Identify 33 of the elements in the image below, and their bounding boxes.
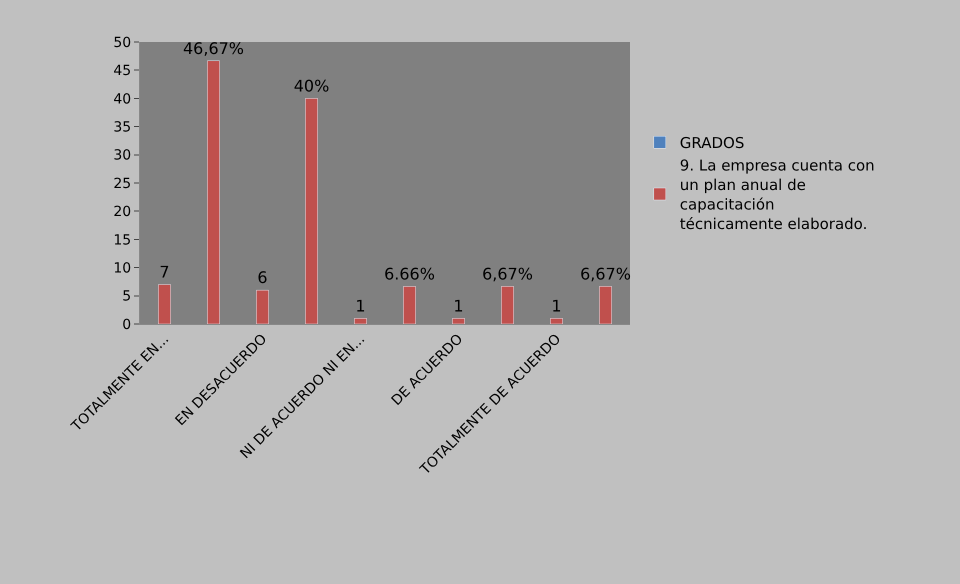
- bar: [207, 60, 220, 324]
- data-label: 46,67%: [182, 38, 244, 58]
- data-label: 1: [453, 296, 464, 316]
- y-tick-label: 0: [122, 316, 132, 333]
- y-tick-label: 5: [122, 288, 132, 305]
- bar: [599, 286, 612, 324]
- data-label: 6,67%: [580, 264, 631, 284]
- y-tick-label: 45: [113, 63, 132, 80]
- bar: [403, 286, 416, 324]
- bar: [158, 284, 171, 324]
- data-label: 6: [257, 268, 268, 288]
- y-tick-label: 35: [113, 120, 132, 136]
- data-label: 1: [355, 296, 366, 316]
- data-label: 7: [159, 262, 170, 282]
- data-label: 6.66%: [384, 264, 435, 284]
- data-label: 6,67%: [482, 264, 533, 284]
- bar: [550, 318, 563, 324]
- bar: [354, 318, 367, 324]
- y-tick-label: 30: [113, 148, 132, 164]
- bar: [501, 286, 514, 324]
- bar: [305, 98, 318, 324]
- bar: [452, 318, 465, 324]
- legend-label: 9. La empresa cuenta con un plan anual de capacitación técnicamente elaborado.: [680, 156, 875, 234]
- data-label: 1: [551, 296, 562, 316]
- y-tick-label: 10: [113, 260, 132, 276]
- legend-label: GRADOS: [680, 134, 744, 152]
- y-tick-label: 40: [113, 91, 132, 108]
- y-tick-label: 15: [113, 232, 132, 248]
- y-tick-label: 20: [113, 204, 132, 220]
- y-tick-label: 25: [113, 176, 132, 192]
- bar: [256, 290, 269, 324]
- data-label: 40%: [294, 76, 330, 96]
- y-tick-label: 50: [113, 34, 132, 51]
